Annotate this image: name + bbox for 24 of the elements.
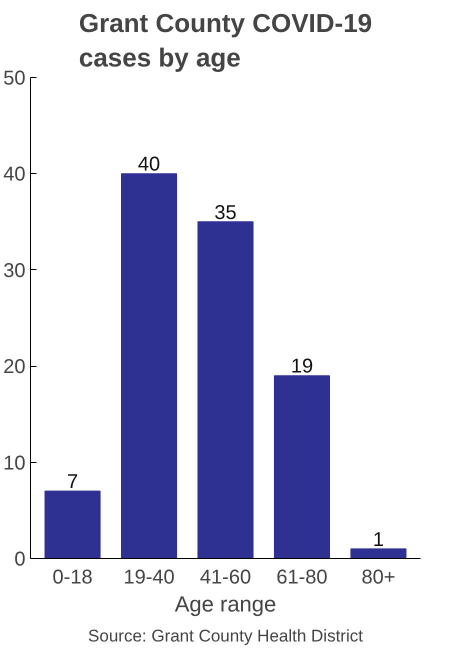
x-axis-title: Age range	[174, 592, 276, 616]
x-tick-label: 80+	[361, 566, 396, 588]
data-label: 35	[214, 202, 237, 224]
y-tick-label: 10	[3, 452, 26, 474]
x-tick-label: 19-40	[123, 566, 175, 588]
y-tick-label: 30	[3, 260, 26, 282]
y-tick-label: 20	[3, 356, 26, 378]
data-label: 19	[290, 356, 314, 378]
y-tick-label: 40	[3, 164, 26, 186]
data-label: 7	[66, 471, 78, 494]
bar	[44, 490, 101, 558]
data-label: 1	[372, 528, 384, 551]
y-tick-label: 50	[3, 68, 26, 90]
x-tick-label: 0-18	[52, 566, 93, 588]
y-tick-label: 0	[14, 548, 26, 570]
bar	[197, 221, 254, 558]
chart-title: Grant County COVID-19 cases by age	[78, 8, 372, 72]
bar	[121, 173, 178, 558]
bar	[274, 375, 330, 558]
x-tick-label: 41-60	[200, 566, 252, 588]
bar	[350, 548, 406, 558]
source-note: Source: Grant County Health District	[88, 626, 364, 646]
data-label: 40	[138, 154, 160, 176]
x-tick-label: 61-80	[276, 566, 328, 588]
